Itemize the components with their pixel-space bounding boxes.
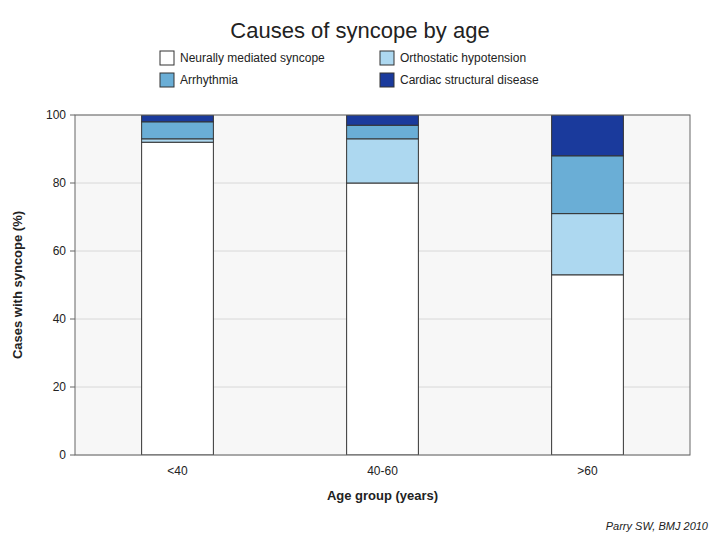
y-tick-label: 0 — [59, 448, 66, 462]
y-tick — [70, 455, 75, 456]
legend-swatch — [380, 51, 394, 65]
legend-swatch — [380, 73, 394, 87]
legend-label: Orthostatic hypotension — [400, 51, 526, 65]
y-tick-label: 100 — [46, 108, 66, 122]
y-tick — [70, 251, 75, 252]
bar-segment — [552, 156, 624, 214]
y-axis: 0 20 40 60 80 100 — [46, 108, 690, 462]
legend: Neurally mediated syncope Orthostatic hyp… — [160, 51, 539, 87]
plot-frame — [75, 115, 690, 455]
legend-swatch — [160, 73, 174, 87]
x-tick-label: 40-60 — [367, 464, 398, 478]
y-tick — [70, 387, 75, 388]
chart-container: Causes of syncope by age 0 20 40 60 80 100 <40 4… — [0, 0, 720, 540]
legend-label: Cardiac structural disease — [400, 73, 539, 87]
y-tick-label: 60 — [53, 244, 67, 258]
bar-segment — [347, 125, 419, 139]
x-tick-label: >60 — [577, 464, 598, 478]
bar-segment — [552, 214, 624, 275]
y-tick-label: 40 — [53, 312, 67, 326]
bar-segment — [552, 275, 624, 455]
legend-label: Arrhythmia — [180, 73, 238, 87]
x-tick-label: <40 — [167, 464, 188, 478]
x-axis-label: Age group (years) — [327, 488, 438, 503]
legend-label: Neurally mediated syncope — [180, 51, 325, 65]
bars — [142, 115, 624, 455]
y-tick — [70, 319, 75, 320]
chart: Causes of syncope by age 0 20 40 60 80 100 <40 4… — [0, 0, 720, 540]
y-tick — [70, 183, 75, 184]
page: {"chart_data": {"type": "bar", "stacked"… — [0, 0, 720, 540]
bar-segment — [347, 115, 419, 125]
bar-segment — [142, 115, 214, 122]
bar-segment — [142, 122, 214, 139]
bar-segment — [142, 139, 214, 142]
bar-segment — [347, 183, 419, 455]
subtitle: Parry SW, BMJ 2010 — [606, 520, 709, 532]
plot-area — [75, 115, 690, 455]
y-axis-label: Cases with syncope (%) — [10, 211, 25, 359]
y-tick-label: 20 — [53, 380, 67, 394]
y-tick — [70, 115, 75, 116]
bar-segment — [347, 139, 419, 183]
title: Causes of syncope by age — [230, 18, 489, 43]
bar-segment — [142, 142, 214, 455]
x-axis: <40 40-60 >60 — [167, 464, 598, 478]
bar-segment — [552, 115, 624, 156]
y-tick-label: 80 — [53, 176, 67, 190]
legend-swatch — [160, 51, 174, 65]
